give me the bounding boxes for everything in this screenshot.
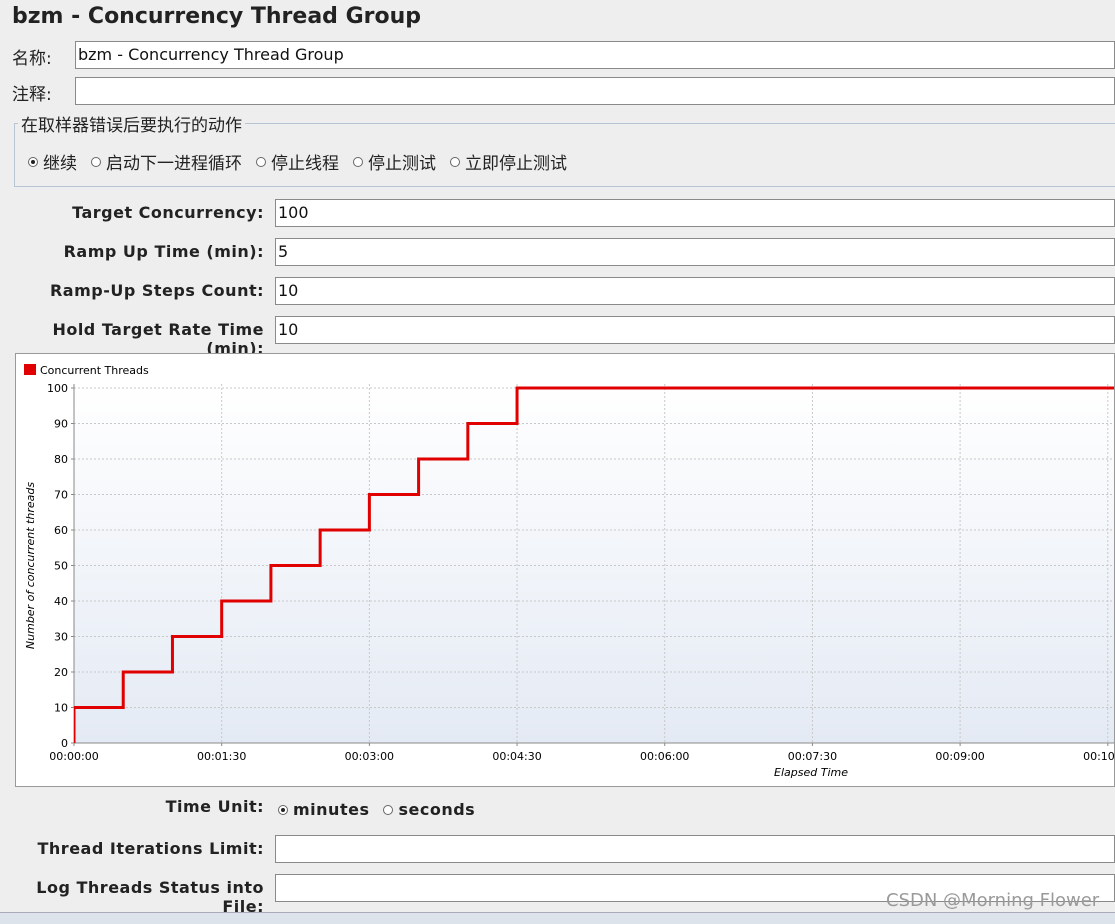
param-label: Target Concurrency: [72,203,264,222]
radio-label[interactable]: 继续 [43,154,77,174]
y-tick-label: 60 [54,524,68,537]
y-tick-label: 30 [54,631,68,644]
param-input[interactable]: 5 [275,238,1115,266]
time-unit-options: minutes seconds [278,800,489,819]
y-tick-label: 0 [61,737,68,750]
radio-dot[interactable] [353,156,363,167]
iterations-label: Thread Iterations Limit: [37,839,264,858]
name-input[interactable]: bzm - Concurrency Thread Group [75,41,1115,69]
name-label: 名称: [12,49,52,69]
radio-dot[interactable] [91,156,101,167]
radio[interactable]: 立即停止测试 [450,149,567,174]
radio-dot[interactable] [256,156,266,167]
iterations-input[interactable] [275,835,1115,863]
legend-label: Concurrent Threads [40,364,149,377]
radio-label[interactable]: 停止测试 [368,154,436,174]
series [74,386,1114,743]
param-label: Ramp-Up Steps Count: [49,281,264,300]
error-action-options: 继续 启动下一进程循环 停止线程 停止测试 立即停止测试 [28,149,581,174]
y-tick-label: 20 [54,666,68,679]
legend-swatch [24,364,36,375]
radio-label[interactable]: 立即停止测试 [465,154,567,174]
x-tick-label: 00:10:30 [1083,750,1115,763]
param-input[interactable]: 10 [275,316,1115,344]
error-action-legend: 在取样器错误后要执行的动作 [18,111,245,136]
title: bzm - Concurrency Thread Group [12,4,421,29]
y-tick-label: 40 [54,595,68,608]
radio[interactable]: 停止测试 [353,149,436,174]
time-unit-label: Time Unit: [165,797,264,816]
x-tick-label: 00:07:30 [788,750,837,763]
radio-label[interactable]: minutes [293,800,370,819]
radio-label[interactable]: 启动下一进程循环 [106,154,242,174]
radio[interactable]: seconds [383,800,475,819]
param-input[interactable]: 100 [275,199,1115,227]
comment-label: 注释: [12,85,52,105]
x-tick-label: 00:06:00 [640,750,689,763]
y-tick-label: 90 [54,418,68,431]
line [74,386,1114,743]
y-tick-label: 10 [54,702,68,715]
radio-dot[interactable] [278,804,288,815]
radio-label[interactable]: seconds [398,800,476,819]
radio-dot[interactable] [450,156,460,167]
comment-input[interactable] [75,77,1115,105]
radio-dot[interactable] [28,156,38,167]
param-input[interactable]: 10 [275,277,1115,305]
radio[interactable]: 启动下一进程循环 [91,149,242,174]
radio[interactable]: minutes [278,800,369,819]
radio-label[interactable]: 停止线程 [271,154,339,174]
y-axis-label: Number of concurrent threads [24,482,37,649]
x-tick-label: 00:00:00 [49,750,98,763]
radio-dot[interactable] [383,804,394,815]
log-label: Log Threads Status into File: [36,878,264,916]
y-tick-label: 100 [47,382,68,395]
chart: 0 10 20 30 40 50 60 70 80 90 100 00:00:00 00:01:30 00… [15,353,1115,787]
y-tick-label: 50 [54,560,68,573]
x-axis-label: Elapsed Time [774,766,848,779]
y-tick-label: 70 [54,489,68,502]
param-label: Ramp Up Time (min): [63,242,264,261]
x-tick-label: 00:03:00 [345,750,394,763]
radio[interactable]: 继续 [28,149,77,174]
watermark: CSDN @Morning Flower [886,890,1100,911]
error-action-box [14,123,1115,187]
x-tick-label: 00:01:30 [197,750,246,763]
scrollbar[interactable] [0,912,1115,924]
radio[interactable]: 停止线程 [256,149,339,174]
log-input[interactable] [275,874,1115,902]
x-tick-label: 00:09:00 [935,750,984,763]
plot-area [74,384,1114,743]
y-tick-label: 80 [54,453,68,466]
x-tick-label: 00:04:30 [492,750,541,763]
